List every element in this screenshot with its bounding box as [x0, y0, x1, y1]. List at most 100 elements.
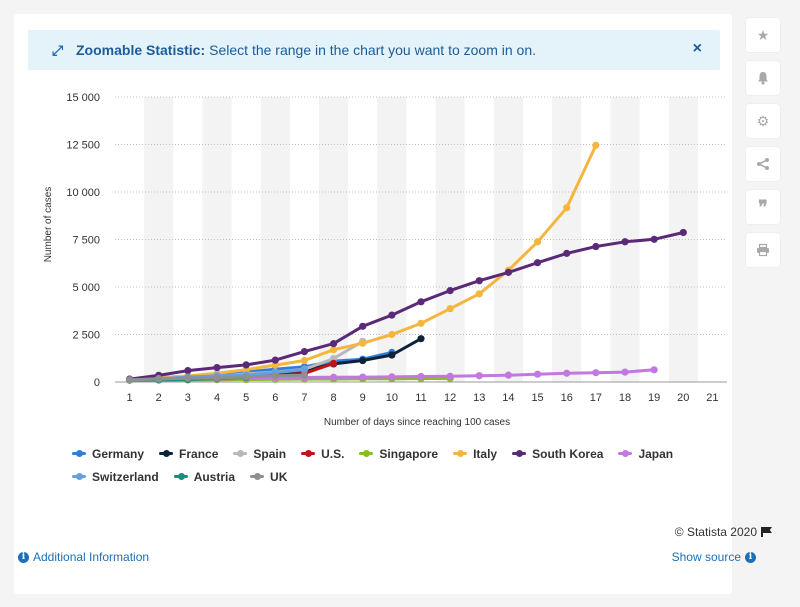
additional-info-link[interactable]: i Additional Information — [14, 550, 149, 564]
legend-marker — [622, 449, 630, 457]
data-point-italy — [359, 339, 367, 347]
data-point-south-korea — [592, 242, 600, 251]
data-point-uk — [184, 374, 192, 382]
data-point-south-korea — [359, 322, 367, 330]
expand-icon: ⤢ — [52, 41, 64, 58]
legend-label: Germany — [92, 446, 145, 461]
info-icon: i — [18, 551, 29, 563]
data-point-japan — [650, 366, 658, 374]
legend-marker — [76, 449, 83, 457]
favorite-button[interactable]: ★ — [746, 18, 780, 52]
data-point-south-korea — [446, 287, 454, 295]
data-point-south-korea — [679, 228, 687, 237]
data-point-italy — [329, 346, 338, 354]
data-point-south-korea — [563, 249, 571, 257]
data-point-japan — [359, 373, 367, 381]
data-point-italy — [388, 330, 396, 339]
data-point-japan — [329, 373, 338, 381]
data-point-italy — [271, 361, 279, 369]
copyright: © Statista 2020 — [675, 525, 772, 539]
x-tick-label: 5 — [243, 392, 249, 404]
legend-swatch — [173, 472, 188, 480]
data-point-south-korea — [329, 340, 338, 348]
show-source-label: Show source — [671, 550, 741, 564]
copyright-text: © Statista 2020 — [674, 525, 757, 539]
x-tick-label: 11 — [415, 392, 426, 404]
x-tick-label: 9 — [360, 392, 366, 404]
data-point-south-korea — [417, 298, 425, 306]
legend-label: France — [179, 446, 219, 461]
data-point-italy — [475, 290, 483, 298]
legend-label: Austria — [193, 469, 236, 484]
data-point-uk — [242, 373, 250, 381]
legend-label: South Korea — [532, 446, 604, 461]
legend-item-italy[interactable]: Italy — [453, 447, 497, 461]
x-tick-label: 6 — [272, 392, 278, 404]
legend-label: Italy — [473, 446, 498, 461]
x-tick-label: 3 — [185, 392, 191, 404]
legend-row: Germany France Spain U.S. Singapore Italy Sout… — [72, 442, 712, 465]
legend-item-france[interactable]: France — [159, 447, 218, 461]
data-point-italy — [300, 356, 309, 365]
legend-item-japan[interactable]: Japan — [618, 447, 673, 461]
print-icon — [757, 243, 769, 257]
data-point-japan — [621, 368, 629, 376]
legend-marker — [163, 449, 171, 457]
legend-swatch — [72, 472, 86, 480]
info-icon: i — [745, 551, 756, 563]
legend-label: Japan — [638, 446, 674, 461]
data-point-south-korea — [242, 361, 250, 369]
legend-swatch — [159, 449, 174, 457]
settings-button[interactable]: ⚙ — [746, 104, 780, 138]
legend-item-south-korea[interactable]: South Korea — [512, 447, 603, 461]
legend-swatch — [453, 449, 468, 457]
legend-label: Switzerland — [92, 469, 159, 484]
x-tick-label: 10 — [386, 392, 398, 404]
data-point-south-korea — [533, 259, 542, 267]
print-button[interactable] — [746, 233, 780, 267]
cite-button[interactable]: ❞ — [746, 190, 780, 224]
legend-item-switzerland[interactable]: Switzerland — [72, 470, 159, 484]
x-tick-label: 7 — [301, 392, 307, 404]
legend-marker — [457, 449, 465, 457]
x-tick-label: 16 — [561, 392, 573, 404]
data-point-uk — [155, 375, 163, 383]
legend-item-spain[interactable]: Spain — [233, 447, 286, 461]
y-tick-label: 12 500 — [66, 140, 100, 152]
data-point-japan — [533, 370, 542, 378]
share-button[interactable] — [746, 147, 780, 181]
chart-legend: Germany France Spain U.S. Singapore Italy Sout… — [72, 442, 712, 488]
y-tick-label: 0 — [94, 377, 100, 389]
legend-item-u-s[interactable]: U.S. — [301, 447, 344, 461]
flag-icon[interactable] — [761, 527, 772, 537]
legend-swatch — [233, 449, 248, 457]
close-icon[interactable]: × — [692, 40, 702, 57]
legend-item-singapore[interactable]: Singapore — [359, 447, 438, 461]
legend-item-uk[interactable]: UK — [250, 470, 287, 484]
data-point-italy — [533, 238, 542, 246]
data-point-italy — [417, 319, 425, 327]
notification-button[interactable] — [746, 61, 780, 95]
data-point-japan — [446, 372, 454, 380]
data-point-south-korea — [271, 356, 279, 364]
data-point-south-korea — [213, 363, 221, 372]
data-point-south-korea — [184, 367, 192, 375]
y-tick-label: 7 500 — [72, 235, 100, 247]
x-tick-label: 14 — [502, 392, 514, 404]
data-point-japan — [563, 369, 571, 377]
data-point-south-korea — [300, 348, 309, 356]
legend-item-germany[interactable]: Germany — [72, 447, 144, 461]
legend-label: Singapore — [379, 446, 439, 461]
x-tick-label: 8 — [331, 392, 337, 404]
legend-item-austria[interactable]: Austria — [173, 469, 236, 484]
data-point-uk — [213, 374, 221, 382]
data-point-japan — [592, 369, 600, 377]
data-point-uk — [271, 372, 279, 380]
additional-info-label: Additional Information — [33, 550, 150, 564]
x-tick-label: 12 — [444, 392, 456, 404]
legend-swatch — [618, 449, 633, 457]
data-point-south-korea — [504, 268, 513, 276]
show-source-link[interactable]: Show source i — [672, 550, 760, 564]
legend-swatch — [359, 449, 374, 457]
